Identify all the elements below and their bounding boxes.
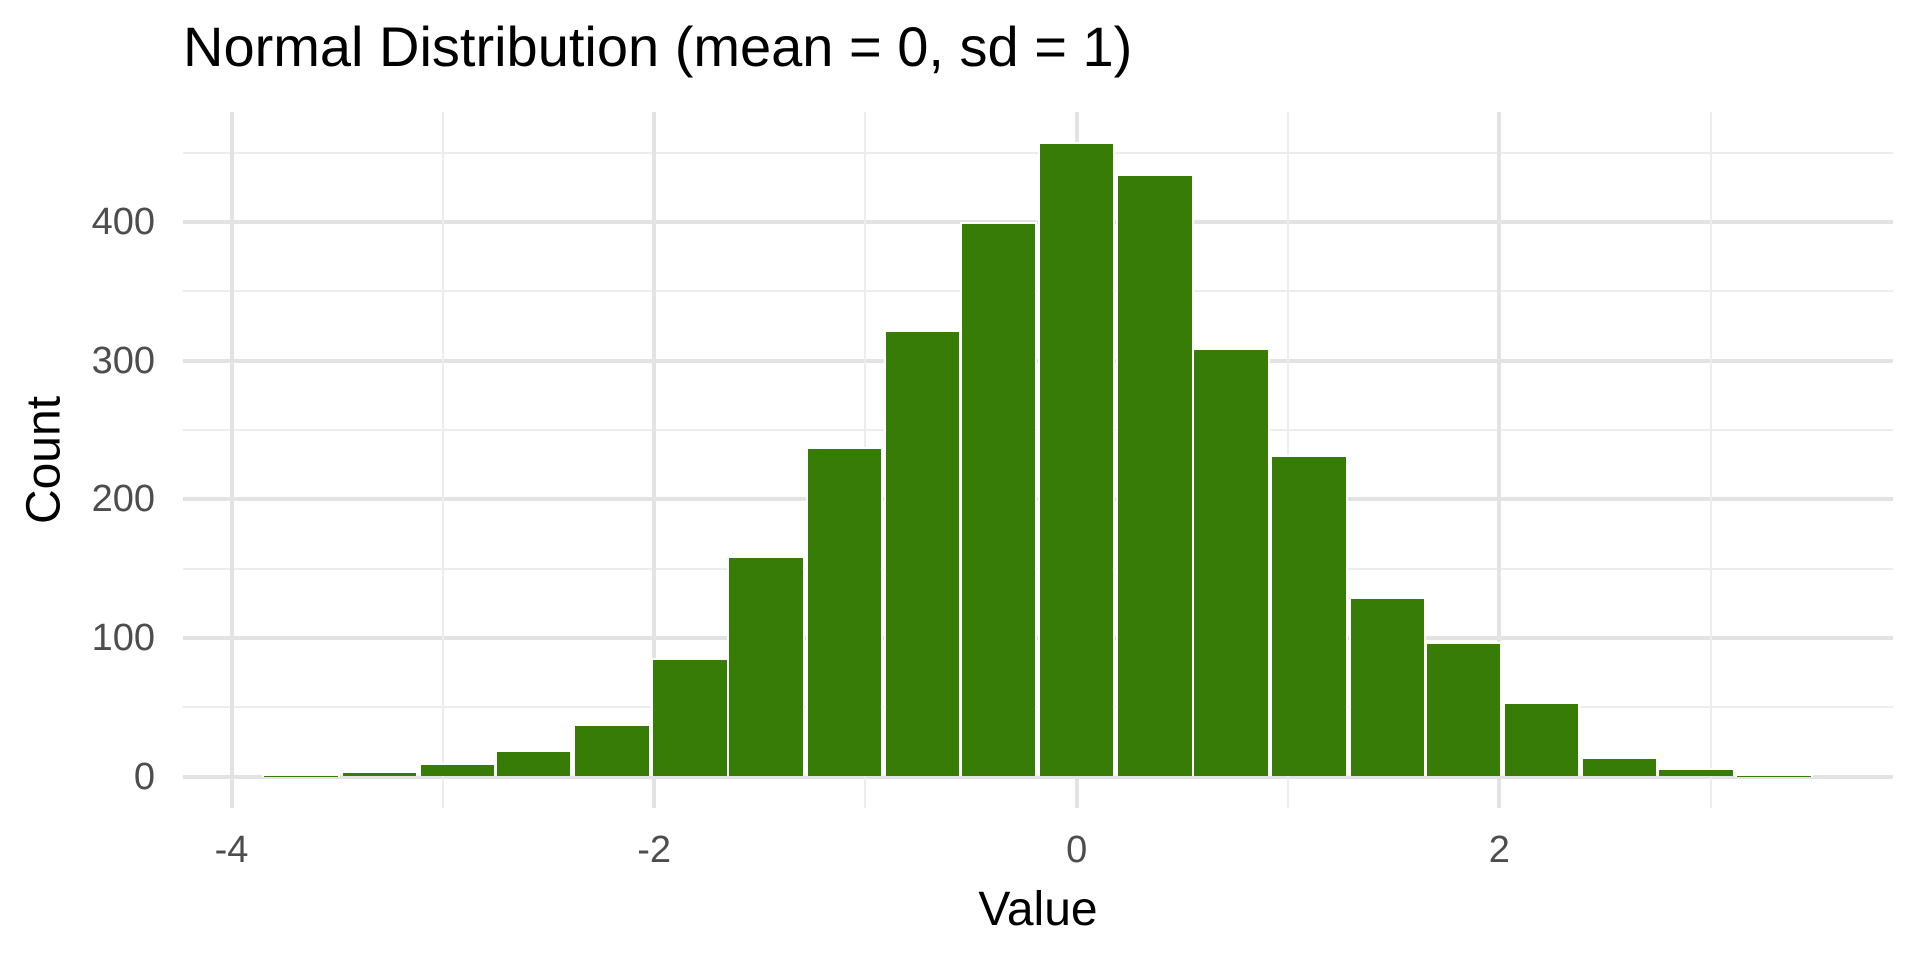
histogram-bar: [1657, 768, 1735, 777]
x-axis-tick-label: 2: [1488, 829, 1510, 871]
histogram-bar: [494, 750, 573, 777]
gridline-horizontal-major: [183, 774, 1893, 779]
x-axis-tick-label: -2: [637, 829, 671, 871]
gridline-vertical-major: [652, 112, 657, 808]
histogram-bar: [1348, 596, 1427, 777]
y-axis-tick-label: 100: [91, 616, 155, 659]
histogram-bar: [1502, 701, 1581, 777]
y-axis-tick-label: 0: [133, 755, 155, 798]
histogram-bar: [1270, 455, 1348, 777]
x-axis-tick-label: 0: [1066, 829, 1088, 871]
histogram-bar: [1116, 173, 1194, 777]
histogram-bar: [805, 446, 883, 777]
gridline-vertical-minor: [1709, 112, 1712, 808]
histogram-bar: [418, 762, 497, 777]
histogram-bar: [883, 330, 962, 777]
y-axis-tick-label: 400: [91, 201, 155, 244]
x-axis-title: Value: [978, 883, 1098, 936]
histogram-bar: [1037, 141, 1116, 777]
histogram-bar: [262, 774, 340, 777]
gridline-vertical-minor: [441, 112, 444, 808]
histogram-bar: [651, 657, 729, 777]
histogram-bar: [1192, 348, 1270, 777]
gridline-vertical-major: [1497, 112, 1502, 808]
chart-title: Normal Distribution (mean = 0, sd = 1): [183, 15, 1133, 78]
histogram-bar: [340, 771, 419, 777]
x-axis-tick-label: -4: [214, 829, 249, 871]
histogram-bar: [573, 724, 651, 777]
plot-panel: [183, 112, 1893, 808]
histogram-bar: [959, 222, 1038, 777]
y-axis-tick-label: 300: [91, 339, 155, 382]
histogram-bar: [727, 556, 805, 777]
y-axis-title: Count: [17, 395, 71, 525]
y-axis-tick-label: 200: [91, 478, 155, 521]
gridline-vertical-major: [229, 112, 234, 808]
histogram-bar: [1424, 642, 1503, 777]
histogram-bar: [1580, 757, 1659, 777]
histogram-bar: [1735, 774, 1813, 777]
